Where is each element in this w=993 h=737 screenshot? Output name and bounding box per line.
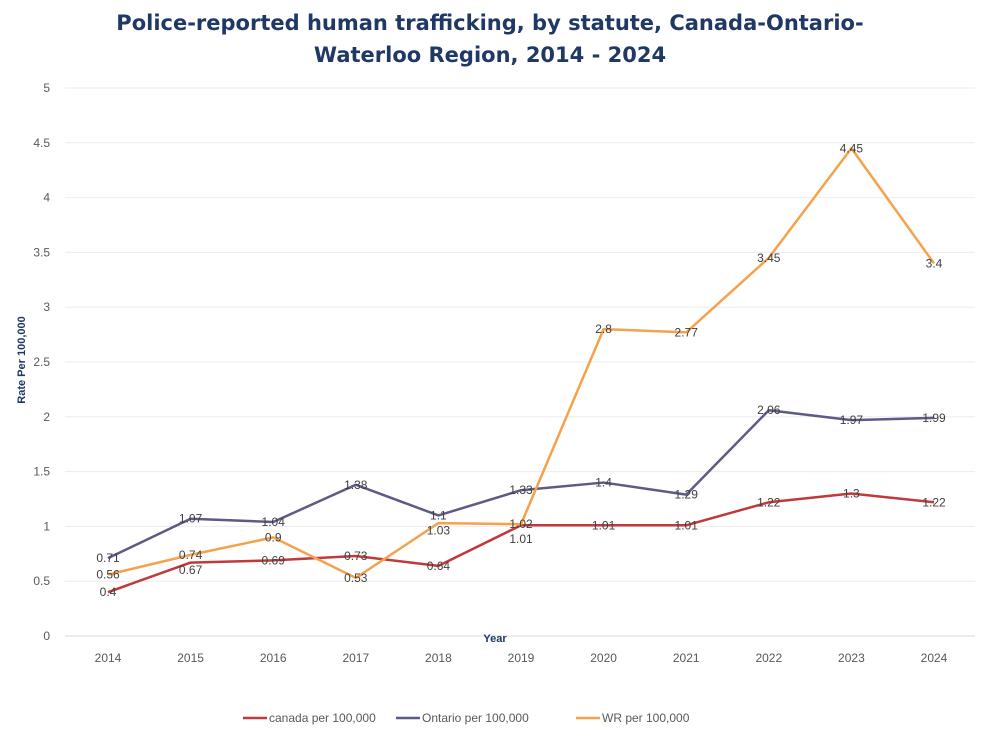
legend: canada per 100,000 Ontario per 100,000 WR … (243, 711, 690, 725)
x-tick-label: 2023 (838, 651, 865, 665)
data-label: 0.73 (344, 549, 368, 563)
data-label: 1.33 (509, 483, 533, 497)
x-tick-label: 2024 (921, 651, 948, 665)
data-label: 1.22 (922, 495, 946, 509)
legend-label: Ontario per 100,000 (422, 711, 529, 725)
data-label: 1.3 (843, 487, 860, 501)
x-tick-label: 2019 (508, 651, 535, 665)
y-tick-label: 5 (43, 81, 50, 95)
x-tick-label: 2018 (425, 651, 452, 665)
chart-title-line-2: Waterloo Region, 2014 - 2024 (314, 43, 666, 67)
x-tick-label: 2015 (177, 651, 204, 665)
y-tick-label: 2 (43, 410, 50, 424)
data-label: 2.8 (595, 322, 612, 336)
data-label: 0.71 (96, 551, 120, 565)
data-label: 2.06 (757, 403, 781, 417)
data-label: 1.01 (675, 518, 699, 532)
y-tick-label: 3.5 (33, 245, 50, 259)
data-label: 0.67 (179, 563, 203, 577)
x-axis-ticks: 2014 2015 2016 2017 2018 2019 2020 2021 2022 2023… (95, 651, 948, 665)
data-label: 4.45 (840, 141, 864, 155)
gridlines (65, 87, 975, 637)
data-label: 0.69 (262, 553, 286, 567)
y-tick-label: 2.5 (33, 355, 50, 369)
data-label: 0.53 (344, 571, 368, 585)
data-labels: 0.71 0.56 0.4 1.07 0.740.67 1.040.9 0.69 1.38 0.… (96, 141, 946, 599)
data-label: 1.22 (757, 495, 781, 509)
data-label: 1.02 (509, 517, 533, 531)
data-label: 1.07 (179, 512, 203, 526)
y-axis-ticks: 0 0.5 1 1.5 2 2.5 3 3.5 4 4.5 5 (33, 81, 50, 643)
x-tick-label: 2022 (755, 651, 782, 665)
y-tick-label: 1.5 (33, 465, 50, 479)
x-tick-label: 2021 (673, 651, 700, 665)
x-tick-label: 2014 (95, 651, 122, 665)
y-tick-label: 0 (43, 629, 50, 643)
data-label: 1.4 (595, 476, 612, 490)
y-tick-label: 4.5 (33, 136, 50, 150)
y-tick-label: 0.5 (33, 574, 50, 588)
data-label: 1.99 (922, 411, 946, 425)
y-tick-label: 1 (43, 519, 50, 533)
y-tick-label: 3 (43, 300, 50, 314)
x-tick-label: 2017 (342, 651, 369, 665)
data-label: 1.97 (840, 413, 864, 427)
data-label: 1.04 (262, 515, 286, 529)
data-label: 1.38 (344, 478, 368, 492)
x-tick-label: 2016 (260, 651, 287, 665)
legend-label: WR per 100,000 (602, 711, 690, 725)
data-label: 0.64 (427, 559, 451, 573)
x-tick-label: 2020 (590, 651, 617, 665)
series-line (107, 408, 935, 560)
data-label: 2.77 (675, 325, 699, 339)
series-lines (107, 147, 936, 594)
data-label: 1.01 (509, 532, 533, 546)
data-label: 1.03 (427, 523, 451, 537)
legend-label: canada per 100,000 (269, 711, 376, 725)
y-axis-label: Rate Per 100,000 (16, 316, 28, 403)
data-label: 0.74 (179, 548, 203, 562)
x-axis-label: Year (483, 633, 507, 645)
chart-title-line-1: Police-reported human trafficking, by st… (116, 11, 863, 35)
data-label: 3.45 (757, 251, 781, 265)
data-label: 0.9 (265, 530, 282, 544)
data-label: 0.4 (100, 585, 117, 599)
series-line (107, 147, 936, 580)
data-label: 0.56 (96, 568, 120, 582)
y-tick-label: 4 (43, 191, 50, 205)
data-label: 3.4 (926, 256, 943, 270)
data-label: 1.01 (592, 518, 616, 532)
data-label: 1.29 (675, 488, 699, 502)
data-label: 1.1 (430, 508, 447, 522)
